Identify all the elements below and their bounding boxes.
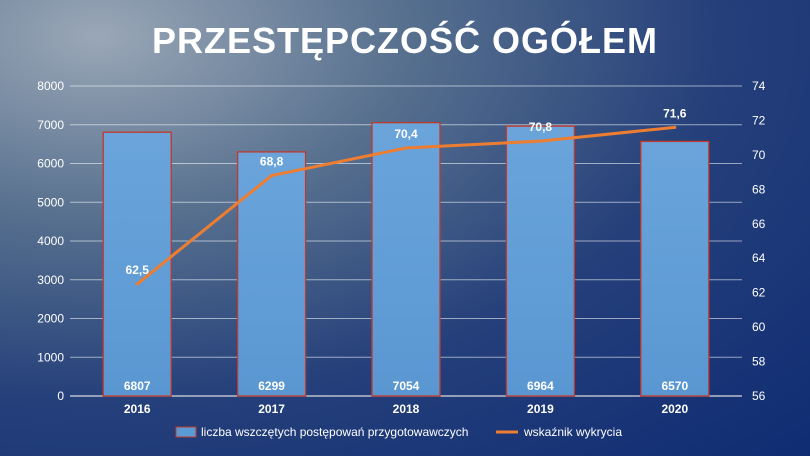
line-point xyxy=(673,125,677,129)
line-value-label: 70,8 xyxy=(529,120,553,134)
y-right-tick-label: 56 xyxy=(752,389,766,403)
line-point xyxy=(404,146,408,150)
y-left-tick-label: 3000 xyxy=(37,273,64,287)
y-right-tick-label: 72 xyxy=(752,113,766,127)
y-left-tick-label: 2000 xyxy=(37,312,64,326)
x-tick-label: 2019 xyxy=(527,402,554,416)
y-right-tick-label: 68 xyxy=(752,182,766,196)
line-point xyxy=(135,282,139,286)
y-left-tick-label: 8000 xyxy=(37,79,64,93)
bar-value-label: 6807 xyxy=(124,379,151,393)
axes: 0 1000 2000 3000 4000 5000 6000 7000 8000 56 58 60 6… xyxy=(37,79,765,416)
line-series xyxy=(135,125,677,286)
y-left-tick-label: 4000 xyxy=(37,234,64,248)
line-point xyxy=(270,174,274,178)
legend-swatch-bars xyxy=(175,426,197,438)
bar xyxy=(371,122,441,397)
legend-label-line: wskaźnik wykrycia xyxy=(523,425,622,439)
line-value-label: 62,5 xyxy=(126,263,150,277)
y-left-tick-label: 5000 xyxy=(37,195,64,209)
x-tick-label: 2020 xyxy=(661,402,688,416)
legend-label-bars: liczba wszczętych postępowań przygotowaw… xyxy=(201,425,468,439)
bar-value-label: 6964 xyxy=(527,379,554,393)
y-right-tick-label: 64 xyxy=(752,251,766,265)
x-tick-label: 2018 xyxy=(393,402,420,416)
bar-value-label: 7054 xyxy=(393,379,420,393)
bar-value-label: 6570 xyxy=(661,379,688,393)
bar xyxy=(640,140,710,397)
y-right-tick-label: 62 xyxy=(752,286,766,300)
line-point xyxy=(538,139,542,143)
y-right-tick-label: 74 xyxy=(752,79,766,93)
bar xyxy=(505,125,576,397)
y-right-tick-label: 70 xyxy=(752,148,766,162)
legend: liczba wszczętych postępowań przygotowaw… xyxy=(175,425,622,439)
y-right-tick-label: 58 xyxy=(752,355,766,369)
line-value-label: 68,8 xyxy=(260,155,284,169)
y-left-tick-label: 0 xyxy=(57,389,64,403)
line-value-label: 70,4 xyxy=(394,127,418,141)
data-labels: 6807 6299 7054 6964 6570 62,5 68,8 70,4 70,8 71,6 xyxy=(124,106,689,393)
bar xyxy=(236,151,307,397)
y-left-tick-label: 7000 xyxy=(37,118,64,132)
bar-value-label: 6299 xyxy=(258,379,285,393)
x-tick-label: 2016 xyxy=(124,402,151,416)
y-right-tick-label: 66 xyxy=(752,217,766,231)
x-tick-label: 2017 xyxy=(258,402,285,416)
chart-title: PRZESTĘPCZOŚĆ OGÓŁEM xyxy=(151,20,659,61)
y-left-tick-label: 1000 xyxy=(37,350,64,364)
y-right-tick-label: 60 xyxy=(752,320,766,334)
bar-series xyxy=(102,122,710,397)
line-value-label: 71,6 xyxy=(663,106,687,120)
y-left-tick-label: 6000 xyxy=(37,157,64,171)
